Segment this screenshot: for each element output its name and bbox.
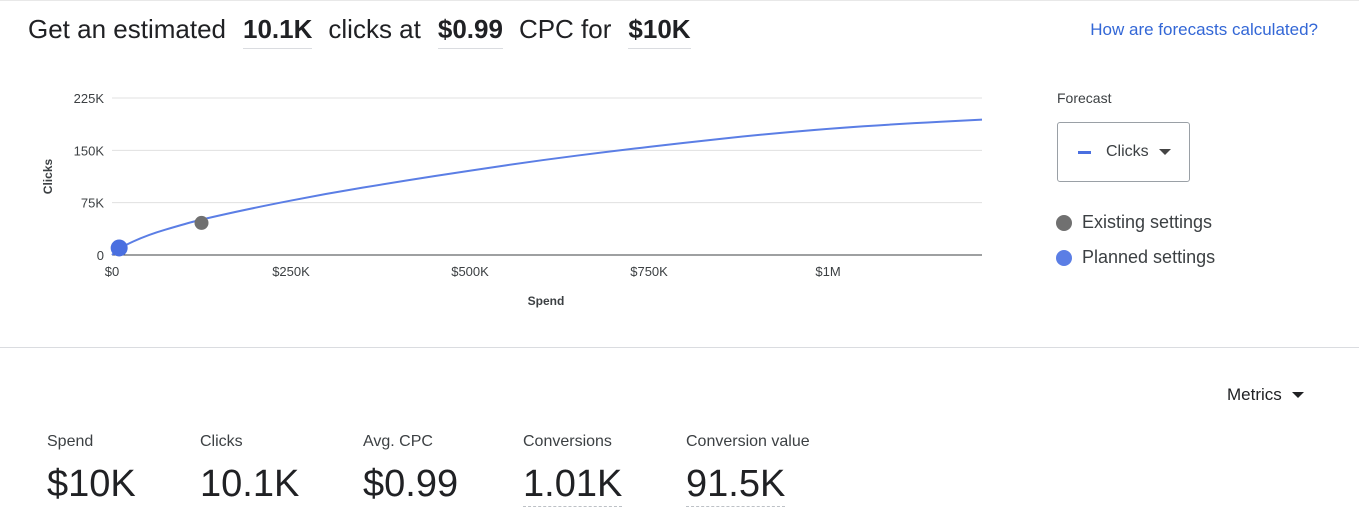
metric-label: Spend [47,433,94,450]
caret-down-icon [1158,149,1171,155]
metric-label: Clicks [200,433,243,450]
y-tick-label: 225K [74,91,105,106]
headline-spend-value[interactable]: $10K [628,10,691,49]
headline-prefix: Get an estimated [28,14,226,44]
metric-label: Avg. CPC [363,433,433,450]
headline-clicks-at: clicks at [328,14,421,44]
x-tick-label: $0 [105,264,119,279]
y-tick-label: 0 [97,248,104,263]
top-border [0,0,1359,1]
y-axis-title: Clicks [41,158,55,194]
legend-planned-label: Planned settings [1082,247,1216,267]
metric-label: Conversions [523,433,612,450]
headline-cpc-for: CPC for [518,14,612,44]
metrics-menu-label: Metrics [1227,385,1282,404]
legend-dot-icon [1056,214,1072,231]
metric-value: 10.1K [200,463,300,505]
metric-value: $0.99 [363,463,459,505]
metric-value: 1.01K [523,463,623,507]
metrics-menu-button[interactable]: Metrics [1227,385,1304,405]
x-tick-label: $500K [451,264,489,279]
x-axis-title: Spend [528,294,565,308]
headline-cpc-value[interactable]: $0.99 [437,10,503,49]
forecast-selected-metric: Clicks [1106,143,1149,160]
metric-spend: Spend $10K [47,432,136,506]
forecast-info-link[interactable]: How are forecasts calculated? [1090,20,1318,39]
legend-existing-settings: Existing settings [1056,212,1212,233]
forecast-label: Forecast [1057,90,1112,106]
planned-settings-point [110,239,128,257]
metric-clicks: Clicks 10.1K [200,432,299,506]
legend-dot-icon [1056,249,1072,266]
caret-down-icon [1291,392,1304,398]
x-tick-label: $750K [630,264,668,279]
metric-avg-cpc: Avg. CPC $0.99 [363,432,458,506]
series-line-clicks [111,118,983,256]
forecast-chart: 0 75K 150K 225K $0 $250K $500K $750K $1M Spend Cli… [41,91,983,308]
headline-clicks-value[interactable]: 10.1K [243,10,313,49]
forecast-headline: Get an estimated 10.1K clicks at $0.99 C… [28,10,707,50]
legend-planned-settings: Planned settings [1056,247,1215,268]
x-tick-label: $250K [272,264,310,279]
existing-settings-point [194,215,209,230]
metric-conversion-value[interactable]: Conversion value 91.5K [686,432,810,507]
forecast-metric-dropdown[interactable]: Clicks [1057,122,1190,182]
metric-label: Conversion value [686,433,810,450]
metric-value: $10K [47,463,136,505]
y-tick-label: 150K [74,143,105,158]
metric-conversions[interactable]: Conversions 1.01K [523,432,623,507]
metric-value: 91.5K [686,463,786,507]
section-divider [0,347,1359,348]
legend-existing-label: Existing settings [1082,212,1213,232]
series-line-icon [1078,150,1091,154]
y-tick-label: 75K [81,196,104,211]
x-tick-label: $1M [815,264,840,279]
